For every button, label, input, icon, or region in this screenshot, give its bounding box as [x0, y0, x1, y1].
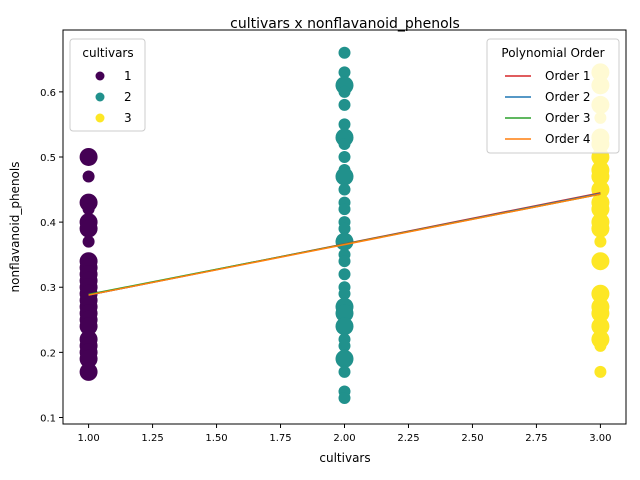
scatter-point-cultivar-3 — [594, 235, 607, 248]
scatter-point-cultivar-2 — [338, 255, 351, 268]
x-tick-label: 2.00 — [333, 433, 355, 444]
scatter-point-cultivar-2 — [338, 150, 351, 163]
legend-polynomial-title: Polynomial Order — [501, 46, 604, 60]
scatter-point-cultivar-3 — [591, 219, 610, 238]
scatter-point-cultivar-2 — [335, 317, 354, 336]
scatter-point-cultivar-1 — [79, 147, 98, 166]
scatter-point-cultivar-2 — [338, 85, 351, 98]
legend-cultivar-marker — [95, 71, 105, 81]
scatter-point-cultivar-2 — [338, 287, 351, 300]
legend-cultivar-label: 2 — [124, 90, 132, 104]
y-tick-label: 0.5 — [40, 153, 56, 164]
scatter-point-cultivar-2 — [338, 222, 351, 235]
y-tick-label: 0.3 — [40, 283, 56, 294]
y-tick-label: 0.4 — [40, 218, 56, 229]
fit-line-order-4 — [88, 193, 601, 296]
scatter-point-cultivar-3 — [591, 167, 610, 186]
scatter-point-cultivar-2 — [335, 167, 354, 186]
legend-order-label: Order 4 — [545, 132, 591, 146]
scatter-point-cultivar-1 — [82, 203, 95, 216]
plot-axes: 1.00 1.25 1.50 1.75 2.00 2.25 2.50 2.75 3.00 0.1 0… — [40, 88, 611, 444]
scatter-point-cultivar-2 — [338, 46, 351, 59]
scatter-point-cultivar-3 — [594, 339, 607, 352]
x-tick-label: 2.50 — [461, 433, 483, 444]
scatter-point-cultivar-2 — [338, 365, 351, 378]
scatter-point-cultivar-1 — [82, 170, 95, 183]
x-tick-label: 3.00 — [589, 433, 611, 444]
legend-polynomial-frame — [486, 38, 620, 154]
legend-cultivars-title: cultivars — [82, 46, 133, 60]
legend-polynomial-order: Polynomial Order Order 1 Order 2 Order 3 Or… — [486, 38, 620, 154]
legend-order-label: Order 3 — [545, 111, 591, 125]
legend-cultivars-frame — [69, 38, 146, 132]
scatter-point-cultivar-2 — [335, 232, 354, 251]
legend-order-label: Order 2 — [545, 90, 591, 104]
legend-order-label: Order 1 — [545, 69, 591, 83]
scatter-point-cultivar-2 — [338, 391, 351, 404]
y-tick-label: 0.6 — [40, 88, 56, 99]
legend-cultivar-label: 1 — [124, 69, 132, 83]
scatter-point-cultivar-2 — [335, 349, 354, 368]
scatter-point-cultivar-2 — [338, 268, 351, 281]
scatter-point-cultivar-3 — [591, 304, 610, 323]
legend-cultivar-marker — [95, 113, 105, 123]
y-axis-label: nonflavanoid_phenols — [8, 162, 22, 293]
scatter-point-cultivar-1 — [79, 219, 98, 238]
chart-title: cultivars x nonflavanoid_phenols — [230, 16, 460, 32]
x-tick-label: 1.25 — [141, 433, 163, 444]
scatter-point-cultivar-2 — [335, 304, 354, 323]
x-tick-label: 1.00 — [77, 433, 99, 444]
x-tick-label: 2.25 — [397, 433, 419, 444]
scatter-point-cultivar-2 — [338, 137, 351, 150]
scatter-point-cultivar-2 — [338, 339, 351, 352]
scatter-point-cultivar-3 — [591, 200, 610, 219]
y-tick-label: 0.2 — [40, 348, 56, 359]
scatter-point-cultivar-2 — [338, 66, 351, 79]
scatter-point-cultivar-1 — [79, 317, 98, 336]
scatter-point-cultivar-2 — [338, 203, 351, 216]
scatter-point-cultivar-3 — [591, 284, 610, 303]
scatter-point-cultivar-1 — [79, 362, 98, 381]
y-tick-label: 0.1 — [40, 413, 56, 424]
x-tick-label: 1.50 — [205, 433, 227, 444]
x-axis-label: cultivars — [319, 451, 370, 465]
legend-cultivar-marker — [95, 92, 105, 102]
x-tick-label: 1.75 — [269, 433, 291, 444]
scatter-point-cultivar-3 — [591, 252, 610, 271]
scatter-point-cultivar-2 — [338, 98, 351, 111]
legend-cultivar-label: 3 — [124, 111, 132, 125]
scatter-point-cultivar-1 — [82, 235, 95, 248]
scatter-point-cultivar-2 — [338, 183, 351, 196]
scatter-point-cultivar-2 — [338, 118, 351, 131]
x-tick-label: 2.75 — [525, 433, 547, 444]
legend-cultivars: cultivars 1 2 3 — [69, 38, 146, 132]
plot-frame — [62, 29, 627, 425]
scatter-point-cultivar-1 — [79, 349, 98, 368]
fit-lines — [88, 192, 601, 296]
scatter-point-cultivar-3 — [591, 317, 610, 336]
scatter-point-cultivar-3 — [594, 365, 607, 378]
